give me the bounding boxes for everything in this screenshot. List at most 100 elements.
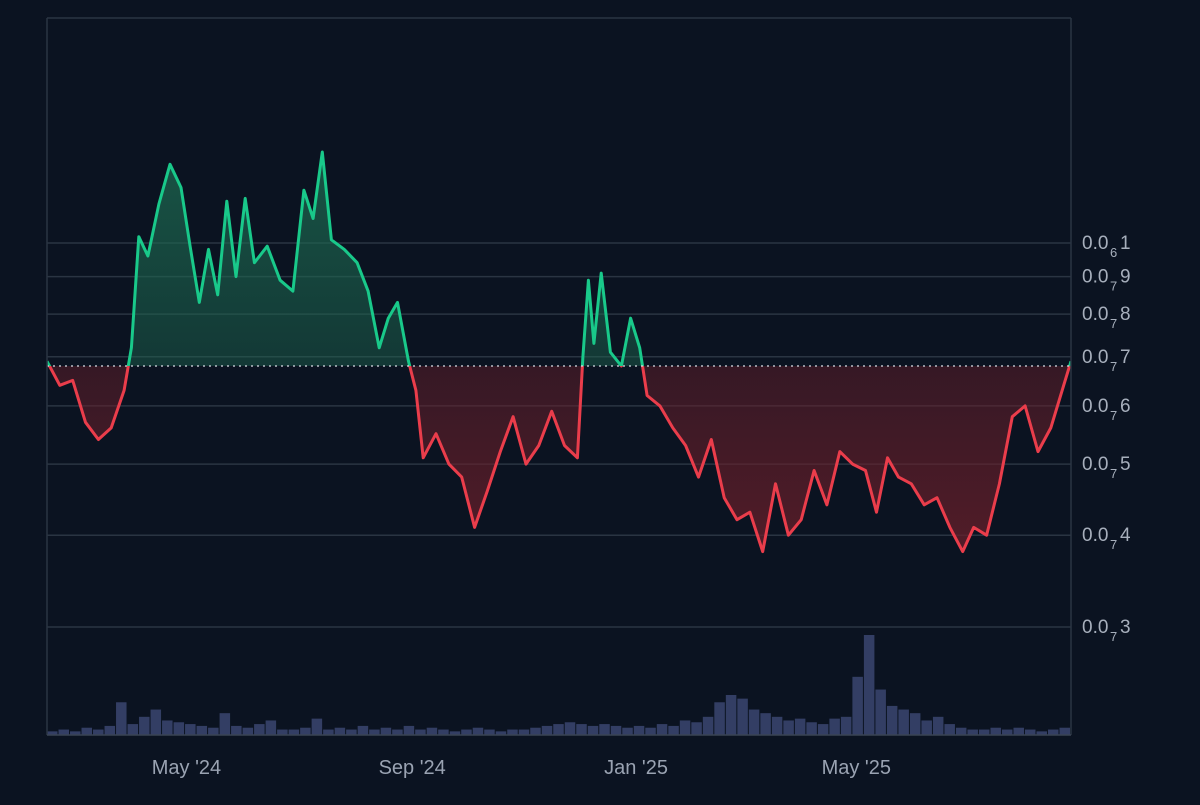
volume-bar [484,729,495,735]
x-axis-ticks: May '24 Sep '24 Jan '25 May '25 [152,757,891,779]
volume-bar [173,722,185,735]
volume-bar [564,722,576,735]
volume-bar [702,716,714,735]
volume-bar [806,722,817,735]
y-tick-label: 0.0 7 3 [1082,617,1131,644]
y-tick-digits: 5 [1120,454,1131,475]
volume-bar [633,725,645,735]
volume-bar [277,729,288,735]
volume-bar [185,724,196,735]
volume-bar [472,727,484,735]
y-tick-digits: 4 [1120,525,1131,546]
volume-bar [737,698,748,735]
volume-bar [576,724,587,735]
volume-bar [587,725,599,735]
volume-bar [691,722,702,735]
volume-bar [47,731,58,735]
y-tick-prefix: 0.0 [1082,525,1108,546]
volume-bar [990,727,1001,735]
volume-bar [829,718,840,735]
volume-bar [392,729,403,735]
y-tick-digits: 6 [1120,396,1131,417]
volume-bar [553,724,564,735]
volume-bar [967,729,978,735]
volume-bar [656,724,668,735]
y-tick-prefix: 0.0 [1082,617,1108,638]
volume-bar [530,727,541,735]
volume-bar [1024,729,1036,735]
y-tick-subscript: 6 [1110,245,1117,260]
volume-bar [932,716,944,735]
volume-bar [863,635,875,735]
volume-bar [944,724,955,735]
y-tick-label: 0.0 7 9 [1082,267,1131,294]
price-line-up [47,150,1071,367]
volume-bar [783,720,794,735]
y-tick-subscript: 7 [1110,359,1117,374]
y-tick-subscript: 7 [1110,537,1117,552]
volume-bar [541,725,553,735]
volume-bar [288,729,300,735]
plot-frame [46,17,1072,736]
volume-bar [208,727,219,735]
volume-bar [978,729,990,735]
price-line [47,150,1071,554]
volume-bar [1047,729,1059,735]
volume-bar [760,713,771,735]
x-tick-label: May '25 [822,757,891,779]
y-tick-digits: 9 [1120,267,1131,288]
volume-bar [70,731,81,735]
volume-bar [369,729,380,735]
volume-bar [196,725,208,735]
volume-bar [254,724,265,735]
y-tick-label: 0.0 7 5 [1082,454,1131,481]
volume-bar [840,716,852,735]
y-tick-subscript: 7 [1110,466,1117,481]
volume-bar [507,729,518,735]
volume-bar [449,731,461,735]
y-tick-prefix: 0.0 [1082,347,1108,368]
volume-bar [415,729,426,735]
y-tick-prefix: 0.0 [1082,396,1108,417]
volume-bar [518,729,530,735]
y-tick-subscript: 7 [1110,316,1117,331]
volume-bar [1036,731,1047,735]
volume-bar [461,729,472,735]
volume-bar [909,713,921,735]
volume-bar [679,720,691,735]
volume-bar [162,720,173,735]
x-tick-label: Sep '24 [379,757,446,779]
volume-bar [139,716,150,735]
y-tick-prefix: 0.0 [1082,267,1108,288]
volume-bar [794,718,806,735]
volume-bar [875,689,886,735]
volume-bar [438,729,449,735]
y-tick-subscript: 7 [1110,629,1117,644]
volume-bar [886,705,898,735]
volume-bar [150,709,162,735]
y-tick-prefix: 0.0 [1082,304,1108,325]
volume-bar [403,725,415,735]
volume-bar [116,702,127,735]
volume-bar [1059,727,1070,735]
volume-bar [495,731,507,735]
y-tick-digits: 8 [1120,304,1131,325]
volume-bar [1013,727,1024,735]
volume-bar [955,727,967,735]
volume-bar [323,729,334,735]
volume-bar [714,702,725,735]
y-tick-subscript: 7 [1110,279,1117,294]
volume-bar [725,695,737,735]
volume-bar [426,727,438,735]
volume-bars [47,635,1070,735]
volume-bar [265,720,277,735]
volume-bar [334,727,346,735]
volume-bar [58,729,70,735]
volume-bar [599,724,610,735]
volume-bar [81,727,93,735]
y-tick-subscript: 7 [1110,408,1117,423]
volume-bar [898,709,909,735]
volume-bar [622,727,633,735]
y-tick-label: 0.0 7 4 [1082,525,1131,552]
